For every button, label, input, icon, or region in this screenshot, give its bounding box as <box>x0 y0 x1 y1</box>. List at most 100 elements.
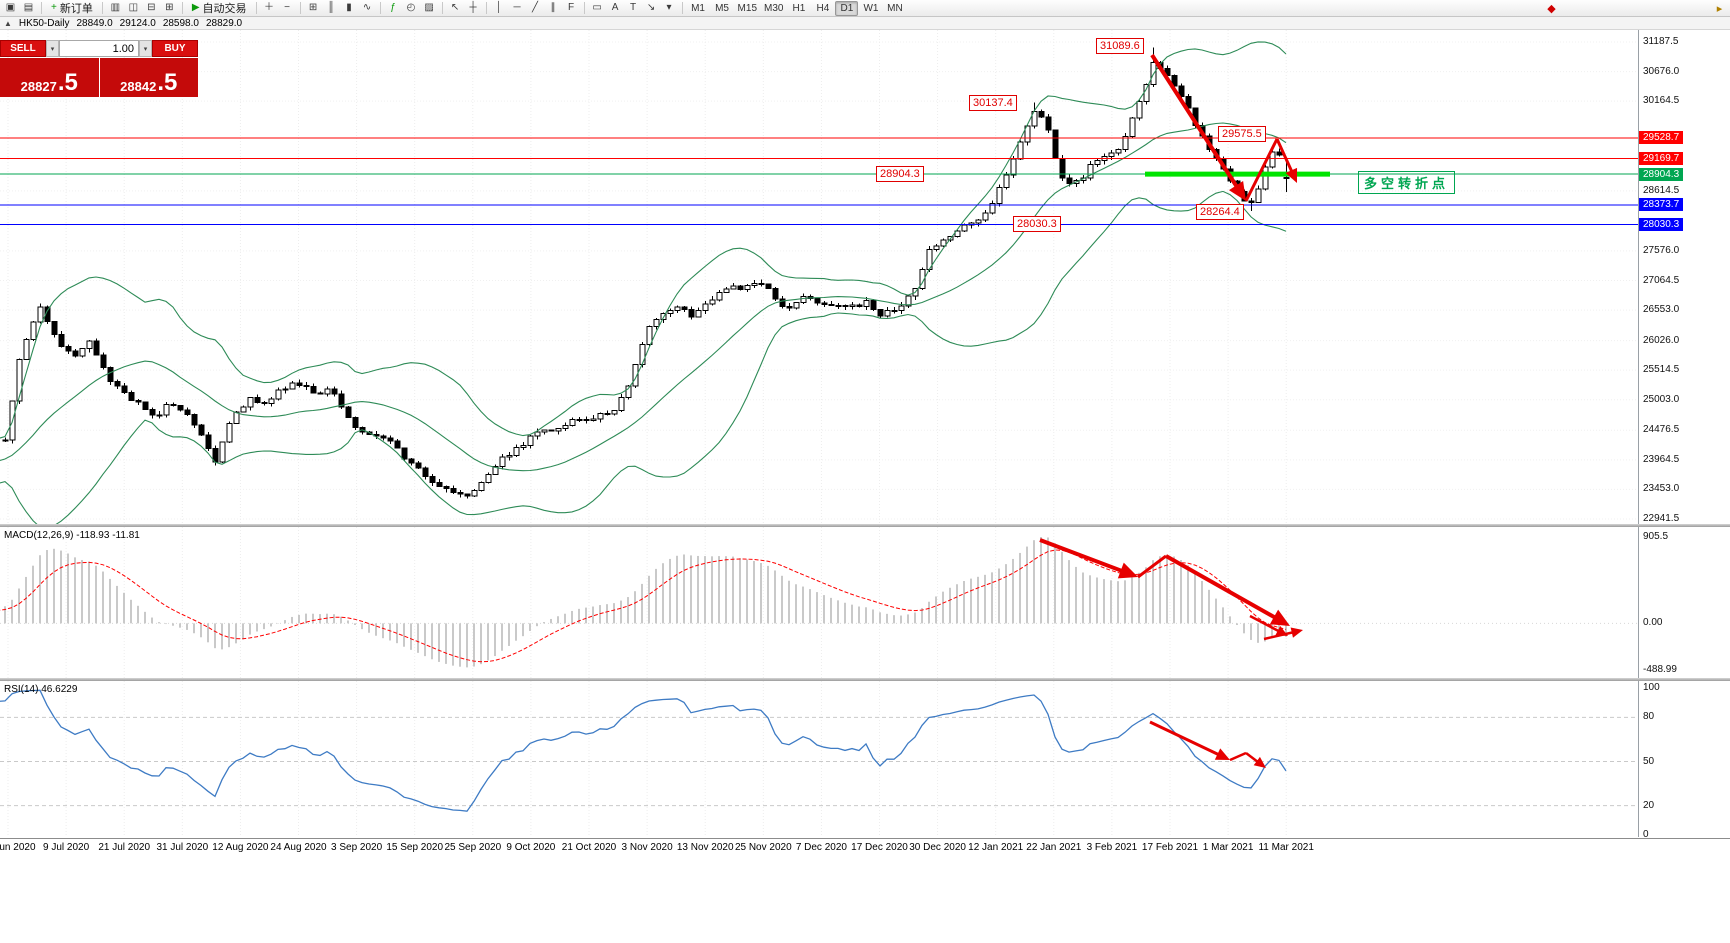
date-label: 25 Sep 2020 <box>444 842 502 853</box>
channel-icon[interactable]: ∥ <box>545 1 562 16</box>
collapse-icon[interactable]: ▲ <box>4 18 12 28</box>
timeframe-w1[interactable]: W1 <box>863 2 879 14</box>
timeframe-m15[interactable]: M15 <box>737 2 757 14</box>
timeframe-h1[interactable]: H1 <box>792 2 806 14</box>
chart-shift-icon[interactable]: ▸ <box>1716 2 1723 15</box>
rsi-canvas[interactable] <box>0 681 1639 837</box>
price-chart-canvas[interactable] <box>0 30 1639 524</box>
timeframe-mn[interactable]: MN <box>887 2 903 14</box>
price-tick: 28614.5 <box>1643 184 1680 196</box>
templates-glyph: ▨ <box>424 2 434 13</box>
date-label: 25 Nov 2020 <box>734 842 792 853</box>
rsi-tick: 20 <box>1643 799 1655 811</box>
rsi-axis[interactable]: 100 80 50 20 0 <box>1639 681 1730 840</box>
autotrading-button[interactable]: ▶ 自动交易 <box>187 1 252 16</box>
macd-canvas[interactable] <box>0 527 1639 678</box>
timeframe-m30[interactable]: M30 <box>764 2 784 14</box>
bar-chart-icon[interactable]: ║ <box>323 1 340 16</box>
shapes-icon[interactable]: ▭ <box>589 1 606 16</box>
textbox-icon[interactable]: T <box>625 1 642 16</box>
periods-icon[interactable]: ◴ <box>403 1 420 16</box>
market-watch-icon[interactable]: ▥ <box>107 1 124 16</box>
price-annotation[interactable]: 28904.3 <box>876 166 924 182</box>
ohlc-low: 28598.0 <box>162 17 199 29</box>
price-tick: 23453.0 <box>1643 483 1680 495</box>
shapes-glyph: ▭ <box>592 2 602 13</box>
timeframe-d1[interactable]: D1 <box>835 0 859 16</box>
toolbar-separator <box>41 2 42 14</box>
time-axis[interactable]: 26 Jun 2020 9 Jul 2020 21 Jul 2020 31 Jul 2… <box>0 838 1730 861</box>
new-chart-icon[interactable]: ▣ <box>2 1 19 16</box>
timeframe-m5[interactable]: M5 <box>715 2 729 14</box>
indicators-glyph: ƒ <box>390 2 396 13</box>
volume-dropdown[interactable]: ▾ <box>139 40 152 57</box>
new-chart-glyph: ▣ <box>5 2 16 13</box>
buy-button[interactable]: BUY <box>152 40 198 57</box>
date-label: 17 Feb 2021 <box>1141 842 1199 853</box>
price-tick: 23964.5 <box>1643 453 1680 465</box>
news-icon[interactable]: ◆ <box>1547 2 1556 15</box>
fibonacci-icon[interactable]: F <box>563 1 580 16</box>
one-click-trading-panel: SELL ▾ ▾ BUY 28827.5 28842.5 <box>0 40 198 97</box>
panel-splitter[interactable] <box>0 524 1730 527</box>
rsi-tick: 80 <box>1643 711 1655 723</box>
tile-windows-icon[interactable]: ⊞ <box>305 1 322 16</box>
price-line-label: 29528.7 <box>1639 131 1684 145</box>
sell-button[interactable]: SELL <box>0 40 46 57</box>
arrow-tools-glyph: ↘ <box>646 2 656 13</box>
price-line-label: 28904.3 <box>1639 167 1684 181</box>
price-annotation[interactable]: 29575.5 <box>1218 126 1266 142</box>
candlestick-chart-icon[interactable]: ▮ <box>341 1 358 16</box>
chart-profiles-icon[interactable]: ▤ <box>20 1 37 16</box>
terminal-glyph: ⊞ <box>165 2 174 13</box>
new-order-glyph: + <box>51 2 57 13</box>
date-label: 3 Nov 2020 <box>621 842 673 853</box>
date-label: 13 Nov 2020 <box>676 842 734 853</box>
data-window-icon[interactable]: ◫ <box>125 1 142 16</box>
text-icon[interactable]: A <box>607 1 624 16</box>
sell-options-dropdown[interactable]: ▾ <box>46 40 59 57</box>
navigator-icon[interactable]: ⊟ <box>143 1 160 16</box>
price-annotation[interactable]: 28030.3 <box>1013 216 1061 232</box>
price-annotation[interactable]: 30137.4 <box>969 95 1017 111</box>
terminal-icon[interactable]: ⊞ <box>161 1 178 16</box>
turning-point-note[interactable]: 多空转折点 <box>1358 171 1456 194</box>
date-label: 9 Oct 2020 <box>506 842 556 853</box>
buy-price-display[interactable]: 28842.5 <box>99 58 198 97</box>
timeframe-h4[interactable]: H4 <box>816 2 830 14</box>
arrow-tools-icon[interactable]: ↘ <box>643 1 660 16</box>
toolbar-separator <box>441 2 443 14</box>
price-annotation[interactable]: 28264.4 <box>1196 204 1244 220</box>
crosshair-icon[interactable]: ┼ <box>465 1 482 16</box>
macd-tick: 905.5 <box>1643 531 1669 542</box>
rsi-label: RSI(14) 46.6229 <box>4 684 78 695</box>
text-glyph: A <box>611 2 619 13</box>
indicators-button[interactable]: ƒ <box>385 1 402 16</box>
price-line-label: 28373.7 <box>1639 198 1684 212</box>
timeframe-m1[interactable]: M1 <box>691 2 705 14</box>
cursor-icon[interactable]: ↖ <box>447 1 464 16</box>
autotrading-button-label: 自动交易 <box>202 3 247 15</box>
new-order-button[interactable]: + 新订单 <box>46 1 98 16</box>
date-label: 1 Mar 2021 <box>1202 842 1254 853</box>
templates-icon[interactable]: ▨ <box>421 1 438 16</box>
price-axis[interactable]: 31187.5 30676.0 30164.5 28614.5 27576.0 27064… <box>1639 30 1730 524</box>
arrow-tools-dropdown-icon[interactable]: ▾ <box>661 1 678 16</box>
date-label: 22 Jan 2021 <box>1026 842 1082 853</box>
line-chart-glyph: ∿ <box>362 2 372 13</box>
line-chart-icon[interactable]: ∿ <box>359 1 376 16</box>
horizontal-line-icon[interactable]: ─ <box>509 1 526 16</box>
zoom-out-icon[interactable]: − <box>279 1 296 16</box>
vertical-line-icon[interactable]: │ <box>491 1 508 16</box>
zoom-in-icon[interactable]: ＋ <box>261 1 278 16</box>
tile-windows-glyph: ⊞ <box>308 2 318 13</box>
buy-price-main: 28842 <box>120 79 157 94</box>
sell-price-display[interactable]: 28827.5 <box>0 58 99 97</box>
channel-glyph: ∥ <box>550 2 556 13</box>
macd-axis[interactable]: 905.5 0.00 -488.99 <box>1639 527 1730 678</box>
price-annotation[interactable]: 31089.6 <box>1096 38 1144 54</box>
date-label: 21 Jul 2020 <box>98 842 151 853</box>
trendline-icon[interactable]: ╱ <box>527 1 544 16</box>
volume-input[interactable] <box>59 40 139 57</box>
panel-splitter[interactable] <box>0 678 1730 681</box>
